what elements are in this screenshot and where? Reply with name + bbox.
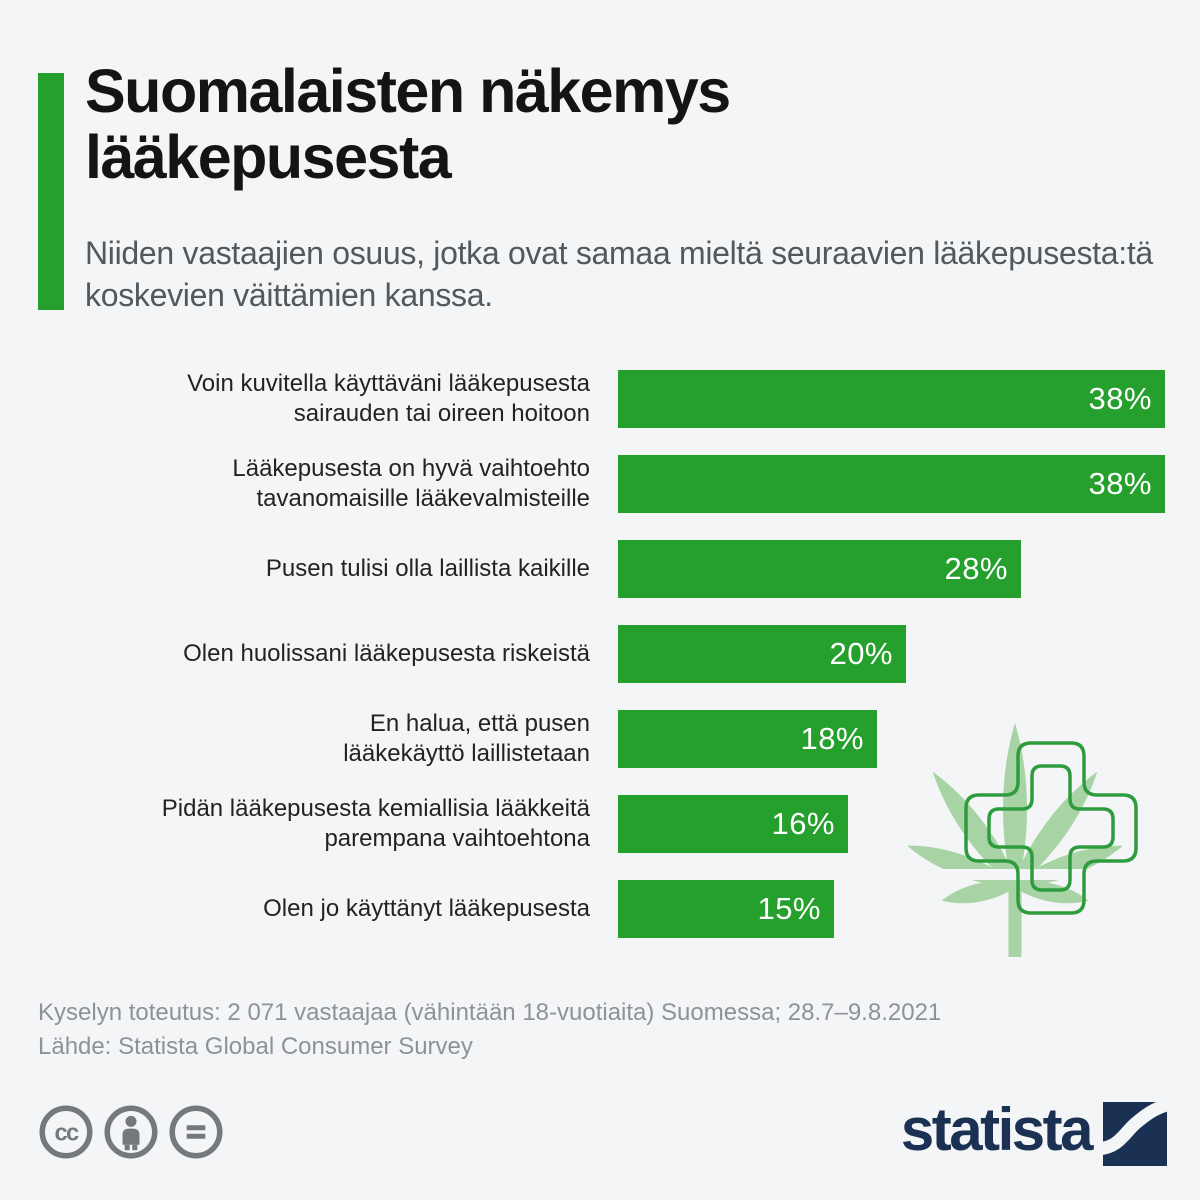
cc-icon[interactable]: cc	[38, 1104, 94, 1160]
bar-value-label: 28%	[944, 551, 1008, 586]
chart-row: Pidän lääkepusesta kemiallisia lääkkeitä…	[85, 795, 1195, 853]
bar-value-label: 18%	[800, 721, 864, 756]
chart-row: Pusen tulisi olla laillista kaikille 28%	[85, 540, 1195, 598]
bar: 38%	[618, 455, 1165, 513]
bar: 18%	[618, 710, 877, 768]
background-strip	[880, 869, 1160, 880]
bar-label: En halua, että pusen lääkekäyttö laillis…	[343, 710, 590, 767]
bar: 38%	[618, 370, 1165, 428]
page-title: Suomalaisten näkemys lääkepusesta	[85, 57, 731, 191]
title-accent-bar	[38, 73, 64, 310]
bar-value-label: 38%	[1088, 466, 1152, 501]
statista-logo-mark-icon	[1103, 1102, 1167, 1166]
bar-label: Pusen tulisi olla laillista kaikille	[265, 555, 590, 582]
bar-label: Olen jo käyttänyt lääkepusesta	[263, 895, 590, 922]
bar-value-label: 20%	[829, 636, 893, 671]
cannabis-medical-graphic	[880, 723, 1160, 957]
bar-value-label: 38%	[1088, 381, 1152, 416]
source-note: Lähde: Statista Global Consumer Survey	[38, 1033, 473, 1060]
statista-wordmark: statista	[900, 1096, 1094, 1163]
bar: 16%	[618, 795, 848, 853]
bar: 28%	[618, 540, 1021, 598]
bar-label: Olen huolissani lääkepusesta riskeistä	[183, 640, 590, 667]
bar: 15%	[618, 880, 834, 938]
chart-subtitle: Niiden vastaajien osuus, jotka ovat sama…	[85, 235, 1153, 313]
chart-row: Voin kuvitella käyttäväni lääkepusesta s…	[85, 370, 1195, 428]
chart-row: Olen jo käyttänyt lääkepusesta 15%	[85, 880, 1195, 938]
cc-license-badges[interactable]: cc	[38, 1104, 224, 1160]
cannabis-leaf-icon	[906, 723, 1124, 957]
decoration-graphic	[880, 715, 1160, 975]
survey-note: Kyselyn toteutus: 2 071 vastaajaa (vähin…	[38, 999, 942, 1026]
chart-footnote: Kyselyn toteutus: 2 071 vastaajaa (vähin…	[38, 996, 941, 1064]
bar-value-label: 16%	[771, 806, 835, 841]
statista-logo[interactable]: statista	[901, 1100, 1167, 1166]
bar-label: Voin kuvitella käyttäväni lääkepusesta s…	[187, 370, 590, 427]
bar-label: Pidän lääkepusesta kemiallisia lääkkeitä…	[161, 795, 590, 852]
bar-value-label: 15%	[757, 891, 821, 926]
chart-row: Olen huolissani lääkepusesta riskeistä 20…	[85, 625, 1195, 683]
chart-row: En halua, että pusen lääkekäyttö laillis…	[85, 710, 1195, 768]
bar: 20%	[618, 625, 906, 683]
attribution-person-icon[interactable]	[103, 1104, 159, 1160]
no-derivatives-equals-icon[interactable]	[168, 1104, 224, 1160]
svg-text:cc: cc	[54, 1119, 79, 1146]
chart-row: Lääkepusesta on hyvä vaihtoehto tavanoma…	[85, 455, 1195, 513]
medical-cross-icon	[964, 741, 1138, 915]
bar-chart: Voin kuvitella käyttäväni lääkepusesta s…	[85, 370, 1195, 965]
bar-label: Lääkepusesta on hyvä vaihtoehto tavanoma…	[232, 455, 590, 512]
